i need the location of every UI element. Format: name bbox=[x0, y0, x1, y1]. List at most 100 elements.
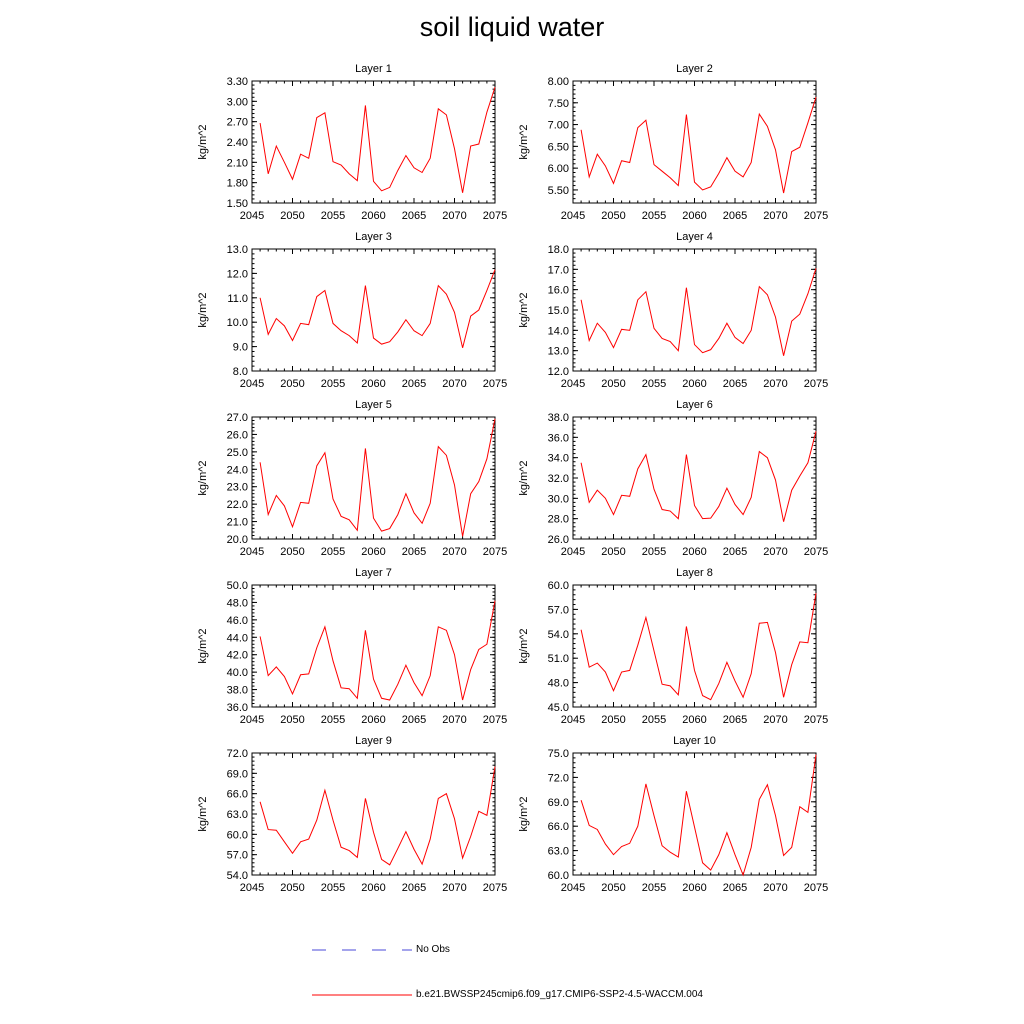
y-tick-label: 27.0 bbox=[227, 412, 248, 424]
x-tick-label: 2070 bbox=[442, 882, 466, 894]
y-axis-label: kg/m^2 bbox=[197, 292, 209, 327]
y-axis-label: kg/m^2 bbox=[197, 796, 209, 831]
y-tick-label: 12.0 bbox=[227, 268, 248, 280]
y-tick-label: 20.0 bbox=[227, 534, 248, 546]
x-tick-label: 2045 bbox=[240, 210, 264, 222]
x-tick-label: 2065 bbox=[402, 210, 426, 222]
plot-frame bbox=[572, 248, 817, 372]
chart-panel-layer-9: Layer 9 kg/m^2 54.0 57.0 60.0 63.0 66.0 69.0 72.… bbox=[197, 735, 507, 894]
x-tick-label: 2055 bbox=[321, 378, 345, 390]
y-tick-label: 6.00 bbox=[548, 163, 569, 175]
panel-title: Layer 6 bbox=[676, 399, 713, 411]
series-line bbox=[580, 754, 817, 877]
chart-panel-layer-5: Layer 5 kg/m^2 20.0 21.0 22.0 23.0 24.0 25.0 26.… bbox=[197, 399, 507, 558]
x-tick-label: 2050 bbox=[280, 546, 304, 558]
x-tick-label: 2045 bbox=[240, 378, 264, 390]
x-tick-label: 2065 bbox=[402, 714, 426, 726]
y-tick-label: 12.0 bbox=[548, 366, 569, 378]
y-tick-label: 60.0 bbox=[548, 580, 569, 592]
x-tick-label: 2075 bbox=[483, 378, 507, 390]
y-tick-label: 54.0 bbox=[227, 870, 248, 882]
y-tick-label: 32.0 bbox=[548, 473, 569, 485]
series-line bbox=[580, 593, 817, 701]
y-tick-label: 22.0 bbox=[227, 499, 248, 511]
y-tick-label: 72.0 bbox=[548, 772, 569, 784]
y-tick-label: 30.0 bbox=[548, 493, 569, 505]
chart-panel-layer-4: Layer 4 kg/m^2 12.0 13.0 14.0 15.0 16.0 17.0 18.… bbox=[518, 231, 828, 390]
series-line bbox=[580, 431, 817, 522]
y-tick-label: 63.0 bbox=[548, 846, 569, 858]
y-tick-label: 48.0 bbox=[227, 597, 248, 609]
x-tick-label: 2060 bbox=[682, 546, 706, 558]
y-tick-label: 36.0 bbox=[548, 432, 569, 444]
x-tick-label: 2065 bbox=[402, 546, 426, 558]
y-axis-label: kg/m^2 bbox=[518, 460, 530, 495]
y-tick-label: 18.0 bbox=[548, 244, 569, 256]
x-tick-label: 2070 bbox=[763, 210, 787, 222]
chart-panel-layer-6: Layer 6 kg/m^2 26.0 28.0 30.0 32.0 34.0 36.0 38.… bbox=[518, 399, 828, 558]
y-tick-label: 75.0 bbox=[548, 748, 569, 760]
series-line bbox=[259, 766, 496, 866]
x-tick-label: 2065 bbox=[402, 882, 426, 894]
panel-title: Layer 10 bbox=[673, 735, 716, 747]
y-tick-label: 21.0 bbox=[227, 517, 248, 529]
y-tick-label: 17.0 bbox=[548, 264, 569, 276]
x-tick-label: 2060 bbox=[361, 882, 385, 894]
plot-frame bbox=[572, 80, 817, 204]
x-tick-label: 2065 bbox=[402, 378, 426, 390]
y-tick-label: 11.0 bbox=[227, 293, 248, 305]
y-tick-label: 40.0 bbox=[227, 667, 248, 679]
y-axis-label: kg/m^2 bbox=[197, 124, 209, 159]
y-tick-label: 16.0 bbox=[548, 285, 569, 297]
series-line bbox=[259, 600, 496, 701]
x-tick-label: 2065 bbox=[723, 546, 747, 558]
plot-frame bbox=[572, 416, 817, 540]
x-tick-label: 2060 bbox=[361, 378, 385, 390]
x-tick-label: 2050 bbox=[601, 378, 625, 390]
x-tick-label: 2065 bbox=[723, 378, 747, 390]
y-tick-label: 46.0 bbox=[227, 615, 248, 627]
y-tick-label: 1.80 bbox=[227, 178, 248, 190]
x-tick-label: 2050 bbox=[601, 714, 625, 726]
x-tick-label: 2065 bbox=[723, 882, 747, 894]
y-tick-label: 26.0 bbox=[227, 429, 248, 441]
plot-frame bbox=[251, 80, 496, 204]
chart-panel-layer-3: Layer 3 kg/m^2 8.0 9.0 10.0 11.0 12.0 13.0 2045 2… bbox=[197, 231, 507, 390]
y-axis-label: kg/m^2 bbox=[197, 628, 209, 663]
plot-frame bbox=[251, 584, 496, 708]
panel-title: Layer 5 bbox=[355, 399, 392, 411]
series-line bbox=[580, 96, 817, 194]
series-line bbox=[580, 268, 817, 356]
y-tick-label: 69.0 bbox=[227, 768, 248, 780]
x-tick-label: 2075 bbox=[804, 210, 828, 222]
y-tick-label: 45.0 bbox=[548, 702, 569, 714]
plot-frame bbox=[572, 584, 817, 708]
y-axis-label: kg/m^2 bbox=[518, 796, 530, 831]
x-tick-label: 2060 bbox=[361, 546, 385, 558]
x-tick-label: 2045 bbox=[561, 378, 585, 390]
x-tick-label: 2070 bbox=[442, 714, 466, 726]
x-tick-label: 2070 bbox=[442, 546, 466, 558]
x-tick-label: 2055 bbox=[321, 714, 345, 726]
chart-panel-layer-8: Layer 8 kg/m^2 45.0 48.0 51.0 54.0 57.0 60.0 204… bbox=[518, 567, 828, 726]
x-tick-label: 2045 bbox=[561, 210, 585, 222]
chart-panel-layer-7: Layer 7 kg/m^2 36.0 38.0 40.0 42.0 44.0 46.0 48.… bbox=[197, 567, 507, 726]
y-tick-label: 66.0 bbox=[227, 789, 248, 801]
plot-frame bbox=[251, 416, 496, 540]
y-tick-label: 10.0 bbox=[227, 317, 248, 329]
x-tick-label: 2075 bbox=[804, 546, 828, 558]
x-tick-label: 2070 bbox=[763, 378, 787, 390]
y-tick-label: 3.30 bbox=[227, 76, 248, 88]
x-tick-label: 2065 bbox=[723, 714, 747, 726]
x-tick-label: 2060 bbox=[682, 714, 706, 726]
y-tick-label: 36.0 bbox=[227, 702, 248, 714]
x-tick-label: 2070 bbox=[763, 882, 787, 894]
x-tick-label: 2060 bbox=[361, 714, 385, 726]
x-tick-label: 2075 bbox=[483, 546, 507, 558]
x-tick-label: 2070 bbox=[442, 210, 466, 222]
x-tick-label: 2050 bbox=[280, 882, 304, 894]
y-axis-label: kg/m^2 bbox=[197, 460, 209, 495]
panel-title: Layer 1 bbox=[355, 63, 392, 75]
y-tick-label: 51.0 bbox=[548, 653, 569, 665]
